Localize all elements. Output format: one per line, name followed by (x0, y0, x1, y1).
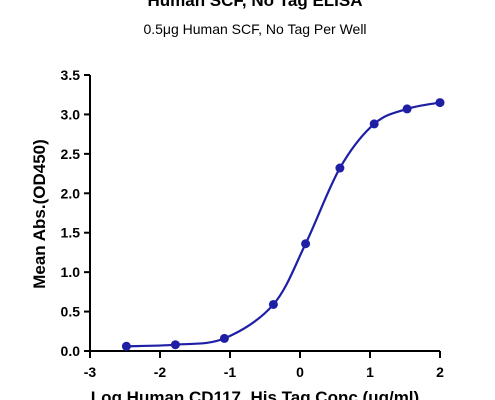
x-axis: -3 -2 -1 0 1 2 (84, 350, 444, 380)
y-tick-label: 1.5 (61, 225, 81, 241)
y-tick-label: 0.5 (61, 304, 81, 320)
x-tick-label: 0 (296, 364, 304, 380)
y-tick-label: 3.0 (61, 106, 81, 122)
y-tick-label: 3.5 (61, 67, 81, 83)
y-tick-label: 2.0 (61, 185, 81, 201)
chart-subtitle: 0.5μg Human SCF, No Tag Per Well (143, 21, 366, 37)
data-points (121, 98, 445, 351)
data-point (301, 239, 311, 249)
y-axis: 0.0 0.5 1.0 1.5 2.0 2.5 3.0 3.5 (61, 67, 91, 359)
x-tick-label: -3 (84, 364, 97, 380)
data-point (335, 163, 345, 173)
x-axis-label: Log Human CD117, His Tag Conc.(μg/ml) (91, 388, 419, 400)
data-point (402, 104, 412, 114)
fit-curve (126, 101, 441, 348)
data-point (121, 341, 131, 351)
data-point (170, 340, 180, 350)
y-tick-label: 0.0 (61, 343, 81, 359)
x-tick-label: 1 (366, 364, 374, 380)
y-axis-label: Mean Abs.(OD450) (30, 139, 49, 289)
data-point (268, 299, 278, 309)
y-tick-label: 2.5 (61, 146, 81, 162)
x-tick-label: -2 (154, 364, 167, 380)
chart-title: Human SCF, No Tag ELISA (147, 0, 362, 10)
y-tick-label: 1.0 (61, 264, 81, 280)
x-tick-label: 2 (436, 364, 444, 380)
data-point (369, 119, 379, 129)
data-point (219, 333, 229, 343)
data-point (435, 98, 445, 108)
x-tick-label: -1 (224, 364, 237, 380)
